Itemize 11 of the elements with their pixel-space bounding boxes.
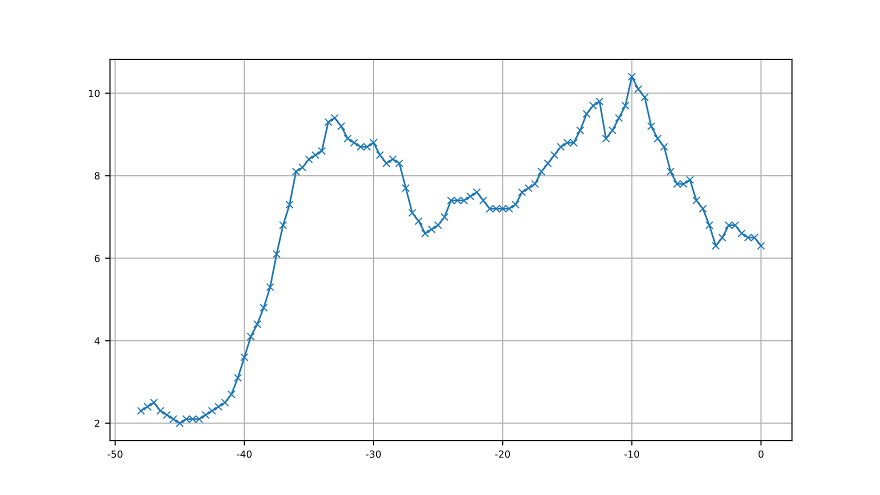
y-tick-label: 8 — [94, 172, 100, 180]
y-tick-label: 10 — [88, 90, 100, 98]
x-tick-label: -50 — [108, 450, 122, 458]
x-tick-label: -20 — [495, 450, 510, 458]
y-tick-label: 2 — [94, 420, 100, 427]
x-tick-label: -30 — [366, 450, 381, 458]
x-tick-label: -10 — [624, 450, 640, 458]
x-tick-label: 0 — [758, 450, 764, 458]
y-tick-label: 4 — [94, 337, 100, 344]
x-tick-label: -40 — [236, 450, 252, 458]
y-tick-label: 6 — [94, 254, 100, 262]
